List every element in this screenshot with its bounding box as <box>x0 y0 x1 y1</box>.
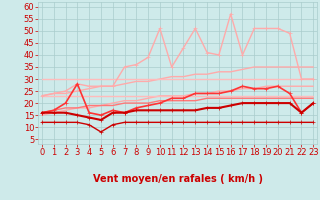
X-axis label: Vent moyen/en rafales ( km/h ): Vent moyen/en rafales ( km/h ) <box>92 174 263 184</box>
